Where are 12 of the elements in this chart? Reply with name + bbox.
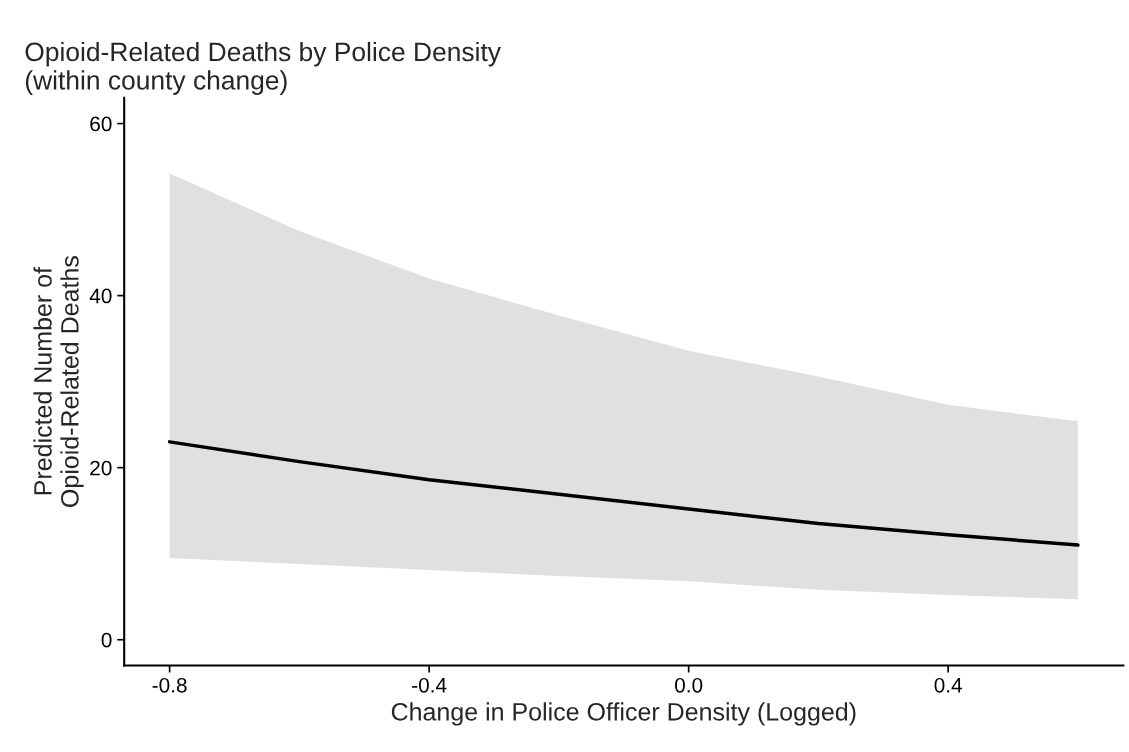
y-tick-label: 20	[90, 460, 112, 476]
x-tick-label: -0.4	[412, 677, 447, 693]
y-tick-label: 0	[101, 632, 112, 648]
x-axis-title: Change in Police Officer Density (Logged)	[391, 702, 856, 726]
line-series	[167, 440, 1080, 547]
x-tick-label: -0.8	[152, 677, 187, 693]
y-axis-title: Predicted Number of Opioid-Related Deaths	[33, 256, 84, 507]
x-tick-label: 0.0	[674, 677, 703, 693]
chart-title: Opioid-Related Deaths by Police Density (within county change)	[25, 41, 501, 95]
x-tick-label: 0.4	[934, 677, 963, 693]
y-tick-label: 40	[89, 288, 112, 304]
y-tick-label: 60	[90, 116, 112, 132]
